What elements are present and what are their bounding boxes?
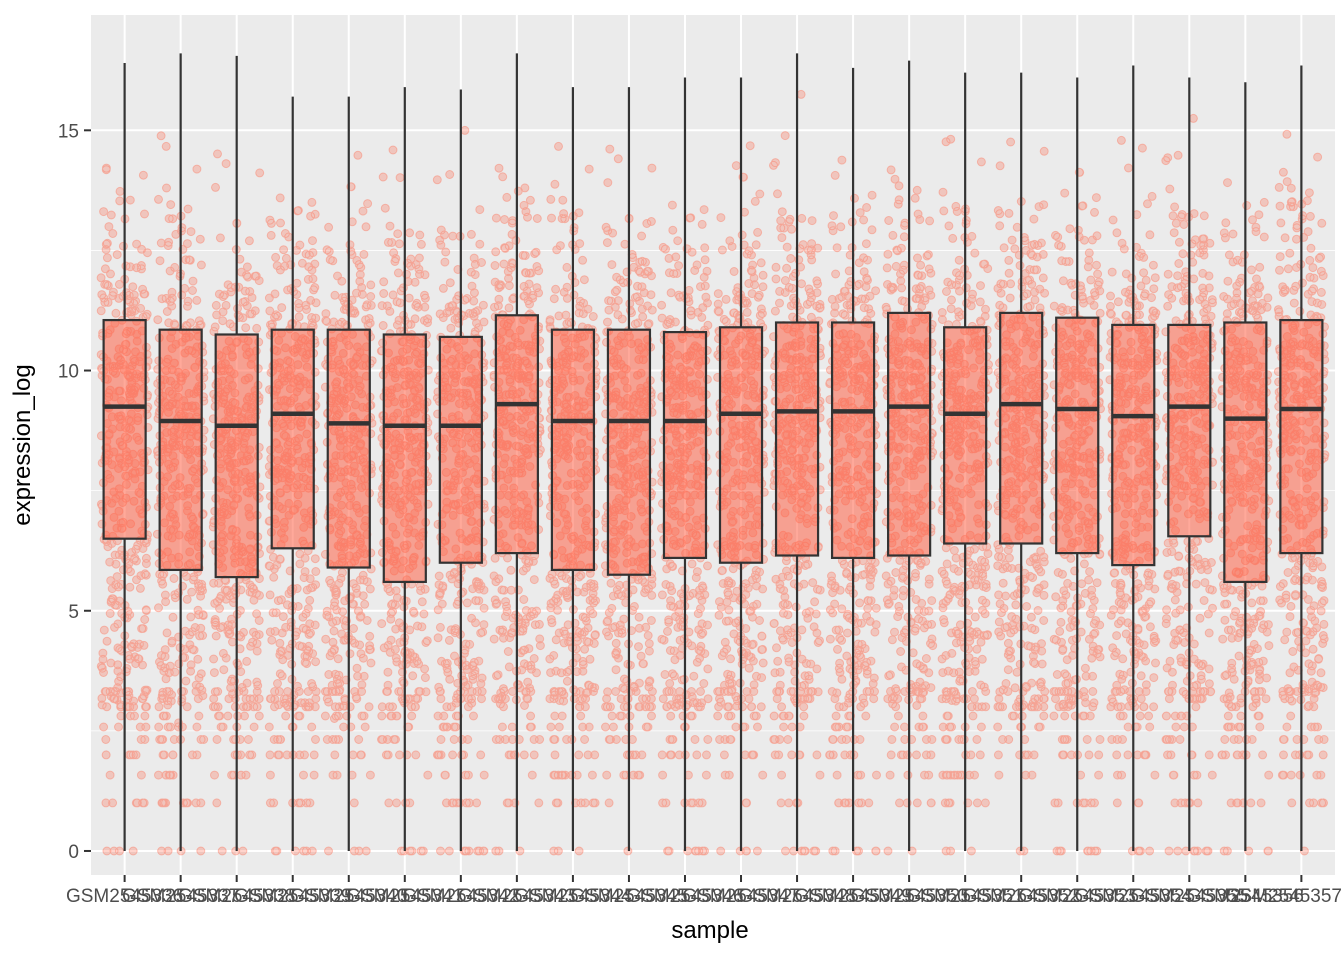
x-tick-label: GSM2545346: [626, 886, 743, 907]
x-tick-label: GSM2545352: [963, 886, 1080, 907]
box-GSM2545355: [1167, 77, 1212, 851]
y-tick-label: 10: [58, 362, 79, 383]
box-iqr: [999, 311, 1044, 545]
box-GSM2545346: [662, 77, 708, 851]
box-iqr: [606, 328, 652, 576]
box-GSM2545351: [943, 72, 988, 851]
box-series: [102, 53, 1324, 851]
box-iqr: [943, 326, 988, 545]
box-GSM2545345: [606, 87, 652, 851]
x-tick-label: GSM2545340: [290, 886, 407, 907]
box-GSM2545350: [887, 60, 932, 851]
x-axis-title: sample: [671, 917, 748, 944]
x-tick-label: GSM2545342: [402, 886, 519, 907]
x-tick-label: GSM2545336: [66, 886, 183, 907]
box-iqr: [1111, 323, 1156, 567]
box-iqr: [1167, 323, 1212, 538]
x-tick-label: GSM2545345: [570, 886, 687, 907]
box-GSM2545354: [1111, 65, 1156, 851]
x-tick-label: GSM2545351: [907, 886, 1024, 907]
box-iqr: [326, 328, 371, 569]
box-GSM2545348: [774, 53, 820, 851]
box-GSM2545353: [1055, 77, 1100, 851]
box-GSM2545349: [830, 67, 876, 851]
box-GSM2545356: [1223, 82, 1268, 851]
box-GSM2545357: [1279, 65, 1324, 851]
box-iqr: [382, 333, 427, 584]
box-GSM2545343: [494, 53, 539, 851]
x-tick-label: GSM2545337: [122, 886, 239, 907]
box-iqr: [550, 328, 596, 572]
box-iqr: [718, 326, 764, 564]
x-tick-label: GSM2545356: [1187, 886, 1304, 907]
x-tick-label: GSM2545350: [851, 886, 968, 907]
x-tick-label: GSM2545357: [1225, 886, 1342, 907]
y-tick-label: 5: [68, 602, 79, 623]
x-tick-label: GSM2545347: [682, 886, 799, 907]
box-GSM2545344: [550, 87, 596, 851]
box-GSM2545341: [382, 87, 427, 851]
box-GSM2545339: [270, 96, 315, 851]
x-tick-label: GSM2545339: [234, 886, 351, 907]
y-axis: 0 5 10 15: [58, 121, 91, 863]
box-GSM2545340: [326, 96, 371, 851]
x-tick-label: GSM2545344: [514, 886, 632, 907]
box-iqr: [662, 330, 708, 560]
box-GSM2545342: [438, 89, 483, 851]
box-GSM2545336: [102, 63, 147, 851]
x-tick-label: GSM2545343: [458, 886, 575, 907]
box-GSM2545347: [718, 77, 764, 851]
box-iqr: [830, 321, 876, 560]
box-iqr: [887, 311, 932, 557]
y-tick-label: 0: [68, 842, 79, 863]
box-iqr: [494, 314, 539, 555]
x-tick-label: GSM2545341: [346, 886, 463, 907]
box-iqr: [1223, 321, 1268, 584]
box-GSM2545352: [999, 72, 1044, 851]
box-iqr: [1279, 318, 1324, 555]
box-iqr: [102, 318, 147, 540]
box-GSM2545338: [214, 55, 259, 851]
box-iqr: [214, 333, 259, 579]
x-tick-label: GSM2545355: [1131, 886, 1248, 907]
box-iqr: [1055, 316, 1100, 555]
box-iqr: [158, 328, 203, 572]
y-axis-title: expression_log: [9, 364, 36, 525]
box-GSM2545337: [158, 53, 203, 851]
x-tick-label: GSM2545353: [1019, 886, 1136, 907]
y-tick-label: 15: [58, 121, 79, 142]
x-tick-label: GSM2545349: [794, 886, 911, 907]
x-axis: GSM2545336GSM2545337GSM2545338GSM2545339…: [66, 875, 1342, 907]
box-iqr: [270, 328, 315, 550]
x-tick-label: GSM2545348: [738, 886, 855, 907]
box-iqr: [774, 321, 820, 557]
box-iqr: [438, 335, 483, 564]
x-tick-label: GSM2545338: [178, 886, 295, 907]
x-tick-label: GSM2545354: [1075, 886, 1193, 907]
